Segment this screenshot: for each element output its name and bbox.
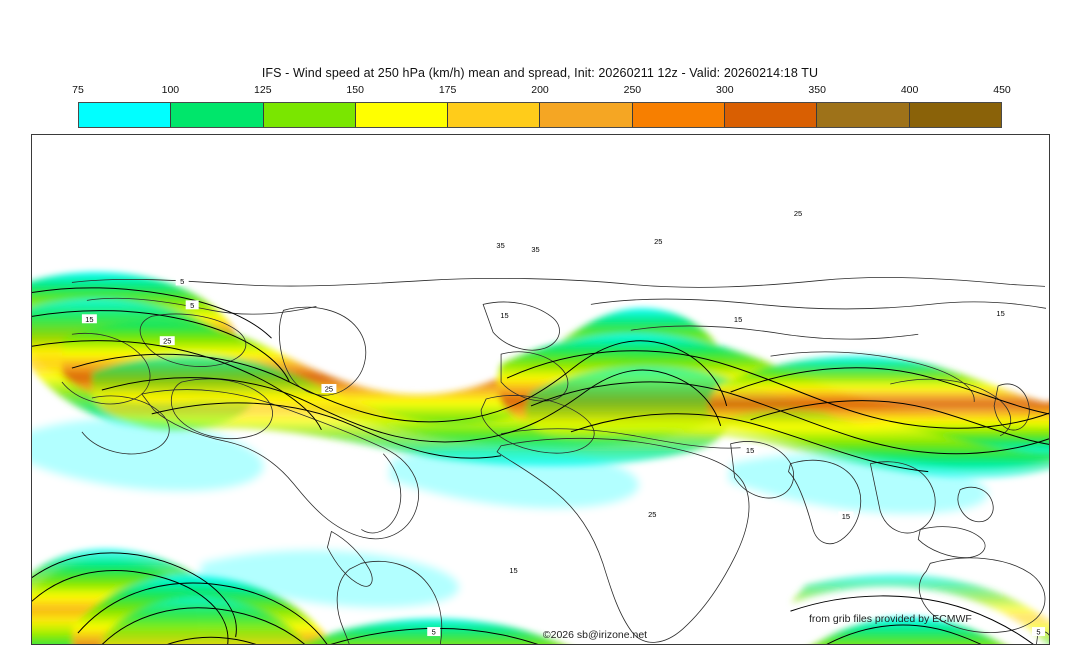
colorbar-tick-175: 175 xyxy=(438,84,457,96)
colorbar-tick-75: 75 xyxy=(72,84,84,96)
colorbar-tick-150: 150 xyxy=(346,84,364,96)
svg-text:25: 25 xyxy=(654,237,662,246)
map-panel: 5 5 15 25 25 35 35 15 15 25 25 15 15 15 … xyxy=(31,134,1050,645)
svg-text:15: 15 xyxy=(509,566,517,575)
svg-text:5: 5 xyxy=(180,277,184,286)
svg-text:25: 25 xyxy=(648,510,656,519)
colorbar-band-175-200 xyxy=(448,103,541,127)
svg-text:25: 25 xyxy=(325,384,333,393)
svg-text:5: 5 xyxy=(432,628,436,637)
chart-title: IFS - Wind speed at 250 hPa (km/h) mean … xyxy=(261,66,819,80)
colorbar-band-250-300 xyxy=(632,103,726,127)
colorbar-band-100-125 xyxy=(171,103,264,127)
colorbar-band-350-400 xyxy=(817,103,910,127)
colorbar-tick-125: 125 xyxy=(254,84,272,96)
colorbar-tick-400: 400 xyxy=(900,84,919,96)
colorbar-band-300-350 xyxy=(725,103,818,127)
colorbar-tick-100: 100 xyxy=(161,84,180,96)
svg-text:15: 15 xyxy=(85,315,93,324)
colorbar xyxy=(78,102,1002,128)
colorbar-bands xyxy=(78,102,1002,128)
svg-text:35: 35 xyxy=(531,245,539,254)
svg-text:25: 25 xyxy=(163,337,171,346)
spread-contours xyxy=(32,287,1049,644)
coastlines xyxy=(61,277,1049,644)
sh-jet-shading xyxy=(32,549,1049,644)
svg-text:15: 15 xyxy=(500,311,508,320)
svg-text:15: 15 xyxy=(746,446,754,455)
svg-text:5: 5 xyxy=(1036,628,1040,637)
colorbar-tick-300: 300 xyxy=(716,84,734,96)
svg-text:15: 15 xyxy=(734,315,742,324)
data-source-credit: from grib files provided by ECMWF xyxy=(809,613,972,625)
svg-text:5: 5 xyxy=(190,301,194,310)
svg-text:15: 15 xyxy=(996,309,1004,318)
colorbar-tick-350: 350 xyxy=(808,84,826,96)
colorbar-band-125-150 xyxy=(263,103,356,127)
contour-labels: 5 5 15 25 25 35 35 15 15 25 25 15 15 15 … xyxy=(81,208,1046,637)
colorbar-band-75-100 xyxy=(79,103,172,127)
colorbar-tick-200: 200 xyxy=(531,84,549,96)
colorbar-band-200-250 xyxy=(540,103,633,127)
colorbar-band-150-175 xyxy=(355,103,449,127)
low-wind-halo xyxy=(32,418,988,608)
colorbar-tick-labels: 75 100 125 150 175 200 250 300 350 400 450 xyxy=(72,84,1011,98)
colorbar-tick-250: 250 xyxy=(623,84,642,96)
svg-text:25: 25 xyxy=(794,209,802,218)
copyright-credit: ©2026 sb@irizone.net xyxy=(542,629,648,641)
world-wind-speed-map: 5 5 15 25 25 35 35 15 15 25 25 15 15 15 … xyxy=(32,135,1049,644)
colorbar-band-400-450 xyxy=(909,103,1001,127)
colorbar-tick-450: 450 xyxy=(993,84,1011,96)
svg-text:15: 15 xyxy=(842,512,850,521)
svg-text:35: 35 xyxy=(496,241,504,250)
